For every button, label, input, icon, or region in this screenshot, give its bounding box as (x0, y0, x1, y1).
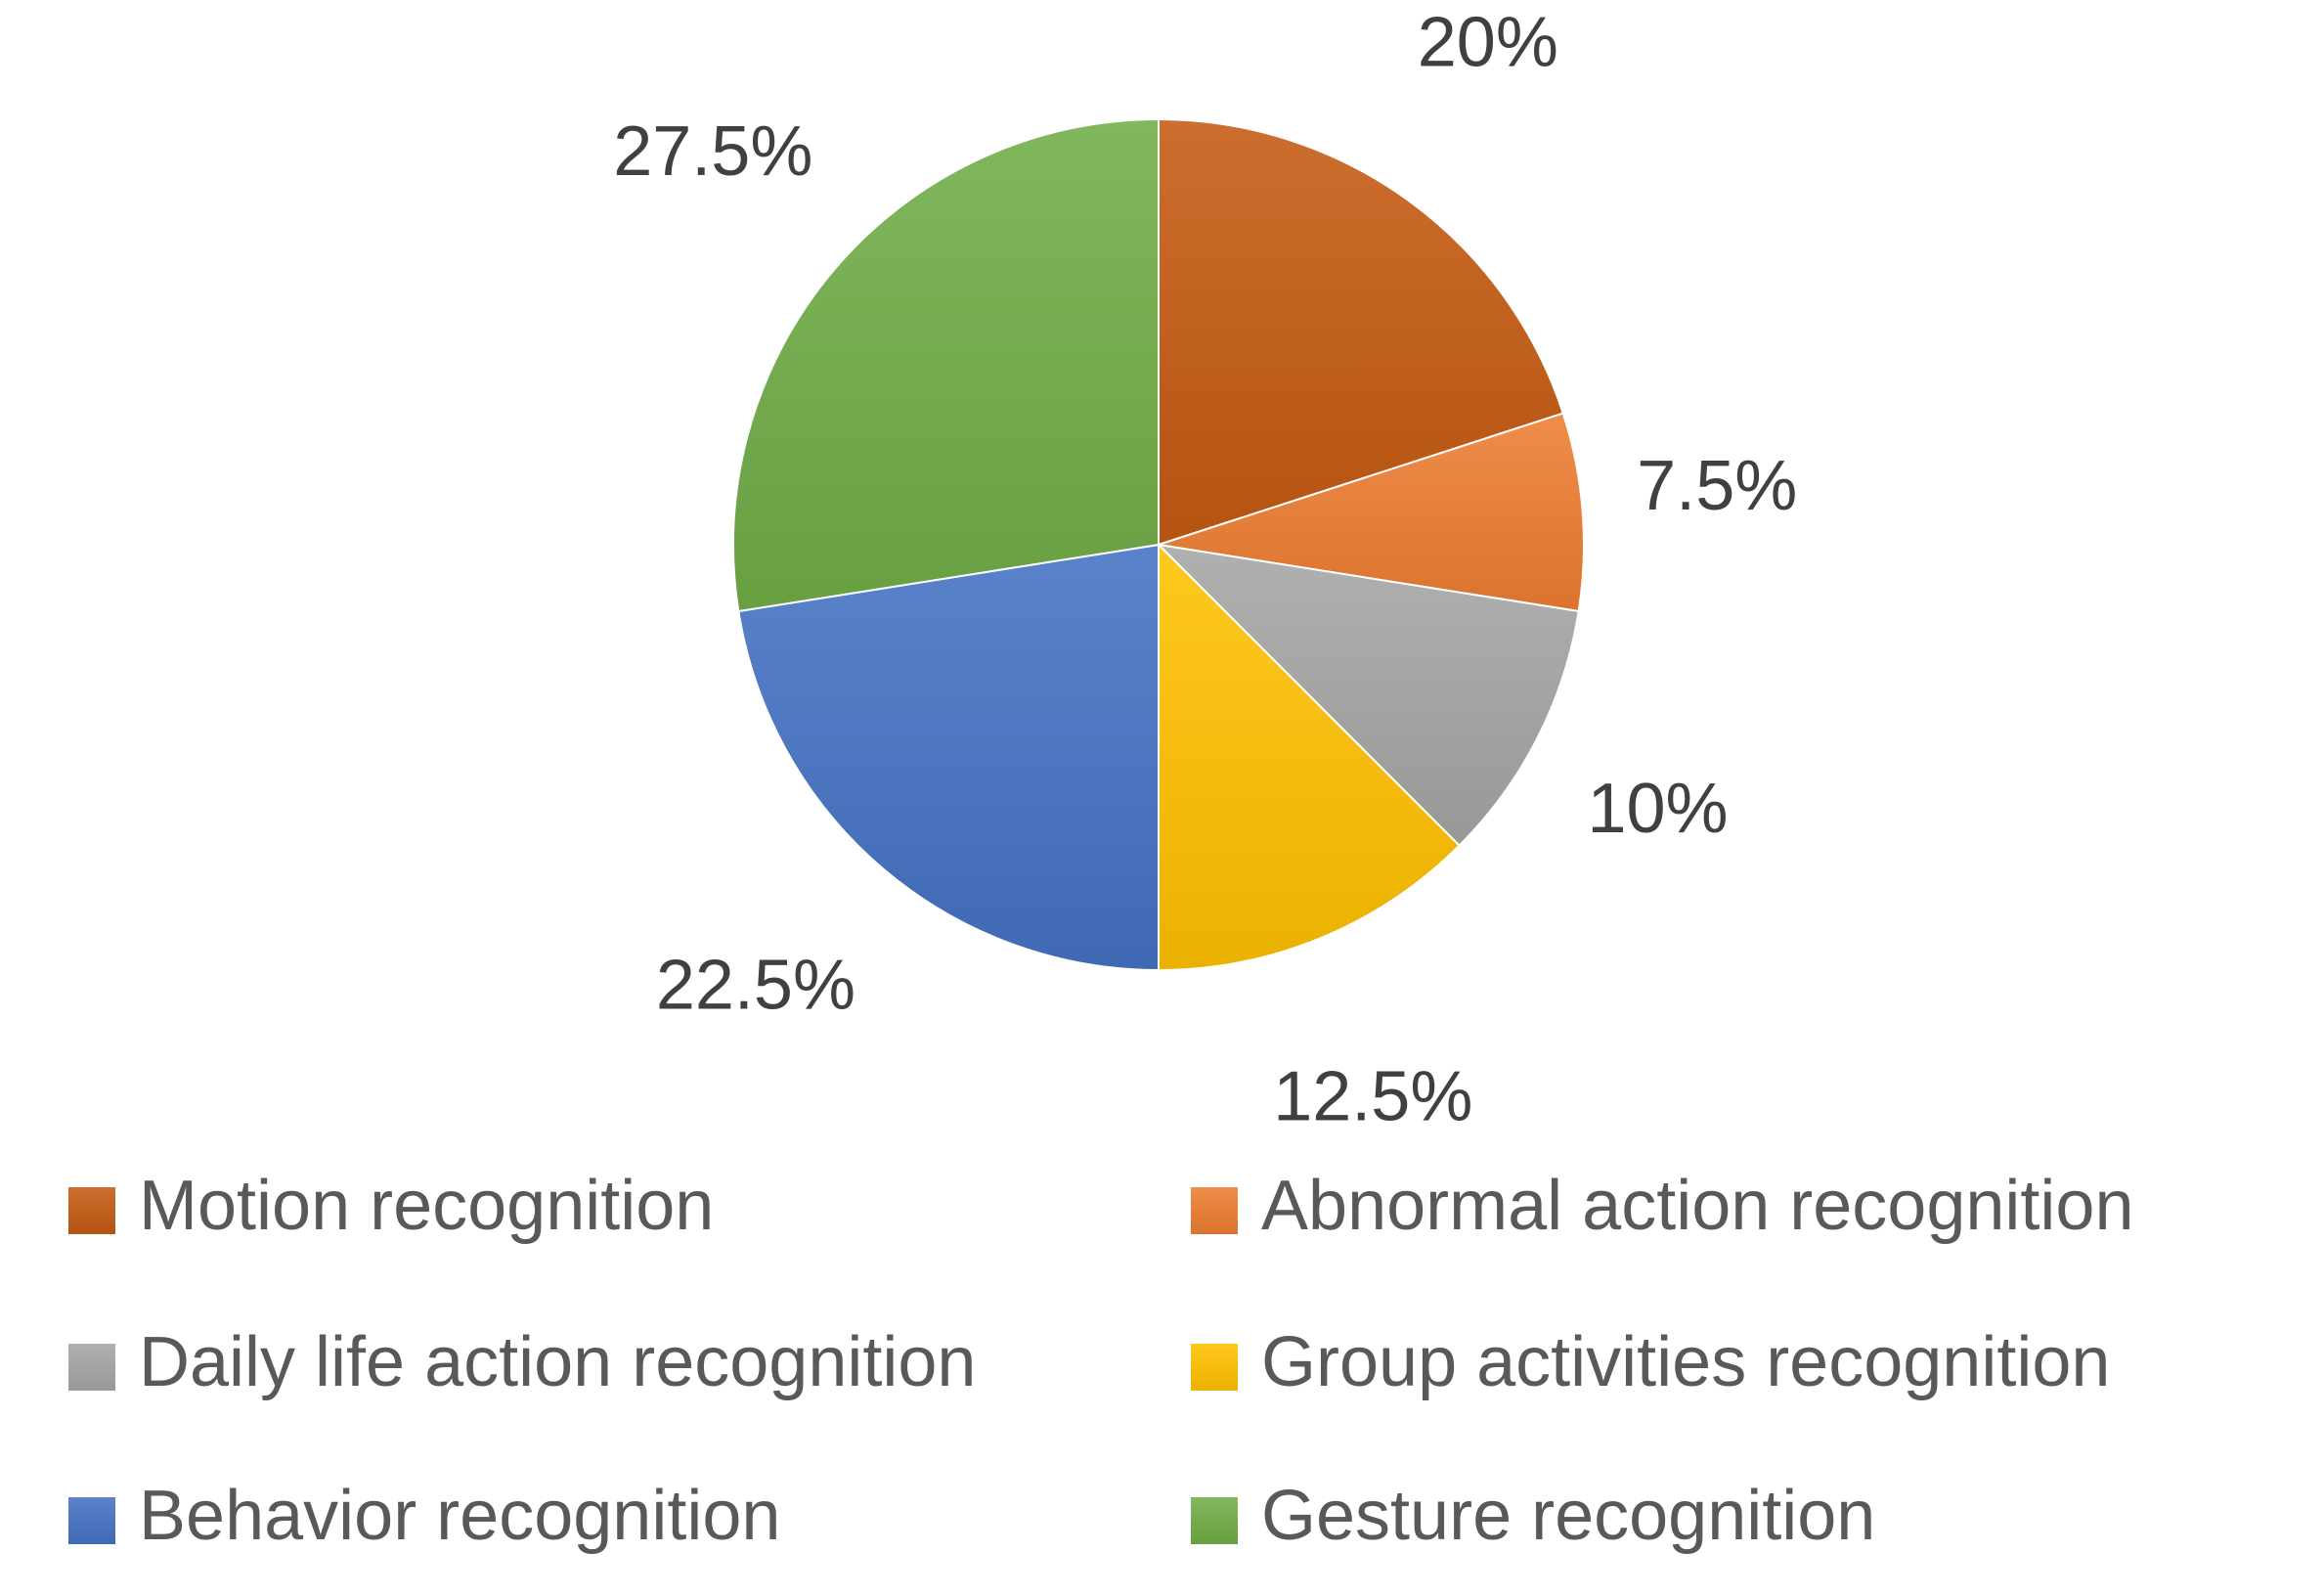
legend-swatch (68, 1497, 115, 1544)
legend-swatch (1191, 1187, 1238, 1234)
pie-slice-daily-life-action-recognition (1156, 543, 1580, 848)
pie-slice-gesture-recognition (732, 117, 1160, 613)
data-label: 12.5% (1273, 1057, 1472, 1135)
legend-item: Abnormal action recognition (1191, 1167, 2134, 1245)
legend-label: Gesture recognition (1261, 1477, 1875, 1555)
legend-item: Group activities recognition (1191, 1323, 2110, 1401)
legend-item: Gesture recognition (1191, 1477, 1875, 1555)
data-labels: 20% 7.5% 10% 12.5% 22.5% 27.5% (613, 3, 1797, 1135)
legend-label: Motion recognition (139, 1167, 714, 1245)
data-label: 7.5% (1637, 447, 1797, 525)
legend-item: Daily life action recognition (68, 1323, 976, 1401)
legend-swatch (68, 1187, 115, 1234)
legend-swatch (1191, 1344, 1238, 1391)
legend-swatch (1191, 1497, 1238, 1544)
pie-slice-motion-recognition (1158, 117, 1564, 547)
legend-label: Group activities recognition (1261, 1323, 2110, 1401)
legend-label: Abnormal action recognition (1261, 1167, 2134, 1245)
legend-swatch (68, 1344, 115, 1391)
pie-slices (732, 117, 1585, 972)
legend: Motion recognition Abnormal action recogn… (68, 1167, 2134, 1555)
pie-slice-abnormal-action-recognition (1158, 412, 1585, 613)
legend-item: Motion recognition (68, 1167, 714, 1245)
data-label: 27.5% (613, 112, 812, 191)
data-label: 22.5% (656, 947, 855, 1025)
legend-item: Behavior recognition (68, 1477, 780, 1555)
data-label: 10% (1587, 770, 1728, 848)
legend-label: Daily life action recognition (139, 1323, 976, 1401)
legend-label: Behavior recognition (139, 1477, 780, 1555)
pie-slice-group-activities-recognition (1158, 542, 1462, 972)
data-label: 20% (1418, 3, 1558, 81)
pie-slice-behavior-recognition (737, 543, 1160, 972)
